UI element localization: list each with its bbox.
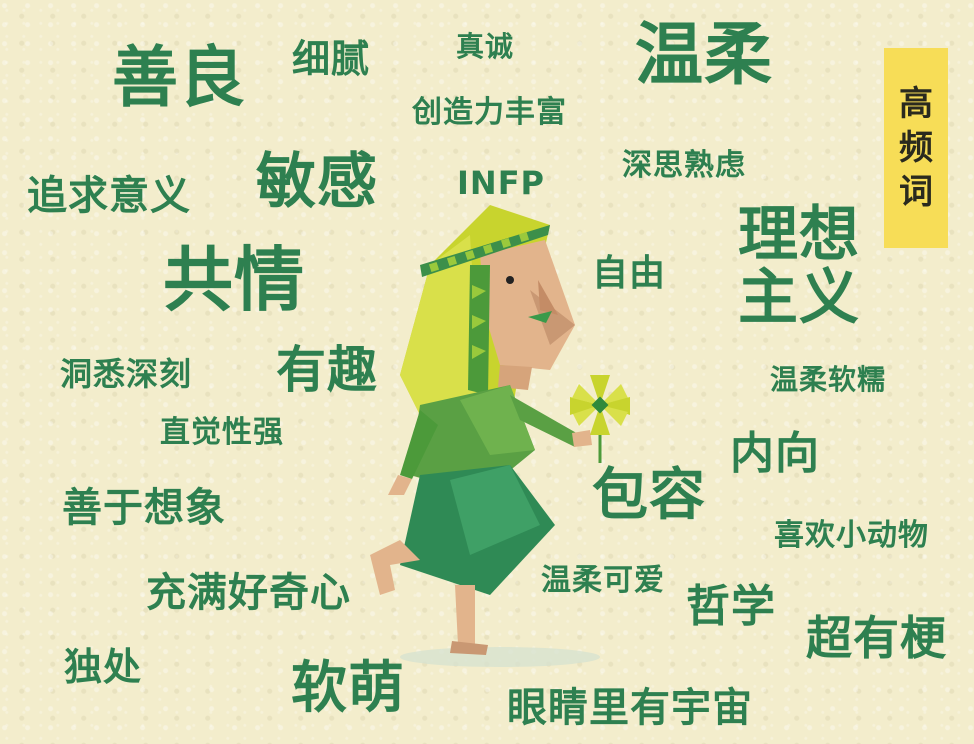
- word-dongxi: 洞悉深刻: [60, 355, 193, 393]
- word-ziyou: 自由: [592, 253, 667, 294]
- word-zhuyi: 主义: [738, 263, 860, 333]
- word-xihuan: 喜欢小动物: [774, 518, 929, 553]
- word-wenrou: 温柔: [635, 16, 774, 95]
- word-zhuiqiu: 追求意义: [27, 173, 191, 219]
- word-neixiang: 内向: [730, 428, 820, 479]
- word-chuangzaoli: 创造力丰富: [412, 95, 567, 130]
- word-chaoyougeng: 超有梗: [806, 611, 947, 665]
- girl-with-flower-illustration: [370, 205, 630, 667]
- word-youqu: 有趣: [276, 341, 378, 399]
- word-yanjing: 眼睛里有宇宙: [507, 685, 753, 731]
- word-chongman: 充满好奇心: [146, 570, 351, 616]
- badge-char: 词: [899, 172, 933, 212]
- word-xini: 细腻: [292, 37, 371, 81]
- word-duchu: 独处: [64, 645, 143, 689]
- badge-char: 频: [899, 128, 933, 168]
- word-shanyu: 善于想象: [62, 485, 226, 531]
- word-shensi: 深思熟虑: [622, 148, 746, 183]
- word-infp: INFP: [457, 164, 545, 202]
- word-wenroukeai: 温柔可爱: [541, 563, 665, 598]
- word-wenrouruannuo: 温柔软糯: [770, 363, 887, 396]
- word-zhijue: 直觉性强: [160, 415, 284, 450]
- high-frequency-badge: 高 频 词: [884, 48, 948, 248]
- word-lixiang: 理想: [738, 200, 860, 270]
- word-baorong: 包容: [592, 463, 706, 528]
- word-mingan: 敏感: [256, 147, 378, 217]
- word-shanliang: 善良: [112, 39, 246, 116]
- word-zhencheng: 真诚: [456, 30, 515, 63]
- word-zhexue: 哲学: [686, 581, 776, 632]
- badge-char: 高: [899, 84, 933, 124]
- word-ruanmeng: 软萌: [291, 656, 405, 721]
- word-gongqing: 共情: [163, 239, 305, 321]
